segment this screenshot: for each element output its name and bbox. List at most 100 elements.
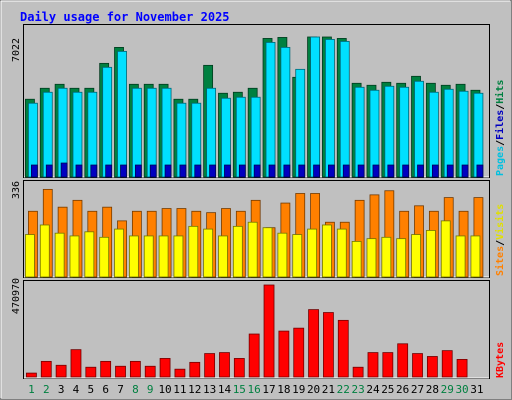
kbytes-kbytes-bar-day-23 — [352, 366, 364, 378]
kbytes-kbytes-bar-day-13 — [204, 353, 216, 378]
hits-pages-files-files-bar-day-19 — [295, 68, 306, 178]
visits-sites-sites-bar-day-24 — [366, 238, 377, 278]
hits-pages-files-pages-bar-day-5 — [90, 164, 98, 178]
hits-pages-files-pages-bar-day-4 — [75, 164, 83, 178]
x-tick-label-day-31: 31 — [470, 383, 483, 396]
visits-sites-sites-bar-day-19 — [292, 234, 303, 278]
x-tick-label-day-9: 9 — [147, 383, 154, 396]
x-tick-label-day-7: 7 — [117, 383, 124, 396]
hits-pages-files-pages-bar-day-28 — [431, 164, 439, 178]
hits-pages-files-files-bar-day-17 — [265, 42, 276, 178]
hits-pages-files-files-bar-day-24 — [369, 89, 380, 178]
visits-legend: Sites/Visits — [494, 204, 506, 276]
visits-sites-sites-bar-day-18 — [277, 232, 288, 278]
legend-hits: Hits — [494, 80, 506, 104]
x-tick-label-day-21: 21 — [322, 383, 335, 396]
hits-pages-files-pages-bar-day-31 — [476, 164, 484, 178]
hits-pages-files-pages-bar-day-6 — [105, 164, 113, 178]
visits-sites-sites-bar-day-8 — [128, 235, 139, 278]
visits-sites-sites-bar-day-26 — [396, 238, 407, 278]
kbytes-kbytes-bar-day-19 — [293, 327, 305, 378]
hits-pages-files-pages-bar-day-2 — [45, 164, 53, 178]
kbytes-kbytes-bar-day-29 — [441, 350, 453, 378]
hits-pages-files-files-bar-day-25 — [384, 85, 395, 178]
kbytes-kbytes-bar-day-21 — [323, 312, 334, 378]
kbytes-kbytes-bar-day-26 — [397, 343, 409, 378]
x-tick-label-day-16: 16 — [248, 383, 261, 396]
x-tick-label-day-10: 10 — [158, 383, 171, 396]
hits-pages-files-files-bar-day-9 — [146, 87, 157, 178]
x-tick-label-day-23: 23 — [352, 383, 365, 396]
visits-sites-sites-bar-day-14 — [218, 235, 228, 278]
hits-pages-files-pages-bar-day-9 — [149, 164, 157, 178]
hits-pages-files-pages-bar-day-13 — [209, 164, 217, 178]
hits-pages-files-files-bar-day-13 — [206, 87, 217, 178]
hits-ymax-label: 7022 — [11, 38, 22, 62]
x-tick-label-day-27: 27 — [411, 383, 424, 396]
visits-sites-sites-bar-day-21 — [322, 224, 332, 278]
hits-pages-files-pages-bar-day-7 — [120, 164, 127, 178]
visits-sites-sites-bar-day-5 — [84, 231, 95, 278]
hits-pages-files-pages-bar-day-29 — [446, 164, 454, 178]
x-tick-label-day-25: 25 — [381, 383, 394, 396]
hits-pages-files-files-bar-day-4 — [72, 91, 83, 178]
visits-sites-sites-bar-day-6 — [99, 236, 110, 278]
x-tick-label-day-2: 2 — [43, 383, 50, 396]
visits-sites-sites-bar-day-7 — [114, 228, 124, 278]
x-tick-label-day-30: 30 — [455, 383, 468, 396]
visits-sites-sites-bar-day-12 — [188, 225, 199, 278]
visits-sites-sites-bar-day-27 — [411, 234, 421, 278]
hits-pages-files-pages-bar-day-10 — [164, 164, 172, 178]
visits-sites-sites-bar-day-11 — [173, 235, 184, 278]
x-tick-label-day-29: 29 — [441, 383, 454, 396]
hits-pages-files-pages-bar-day-23 — [357, 164, 365, 178]
x-tick-label-day-15: 15 — [233, 383, 246, 396]
chart-marks — [25, 36, 484, 378]
kbytes-kbytes-bar-day-30 — [456, 359, 468, 378]
hits-pages-files-pages-bar-day-21 — [328, 164, 335, 178]
visits-sites-sites-bar-day-22 — [336, 228, 347, 278]
hits-pages-files-pages-bar-day-26 — [402, 164, 410, 178]
kbytes-kbytes-bar-day-20 — [308, 309, 319, 378]
kbytes-kbytes-bar-day-16 — [248, 333, 260, 378]
kbytes-kbytes-bar-day-12 — [189, 361, 201, 378]
hits-pages-files-files-bar-day-6 — [102, 66, 113, 178]
hits-pages-files-files-bar-day-8 — [131, 87, 142, 178]
hits-pages-files-pages-bar-day-18 — [283, 164, 291, 178]
legend-files: Files — [494, 110, 506, 140]
legend-kbytes: KBytes — [495, 342, 506, 378]
hits-pages-files-pages-bar-day-14 — [224, 164, 231, 178]
x-tick-label-day-14: 14 — [218, 383, 232, 396]
x-tick-label-day-22: 22 — [337, 383, 350, 396]
visits-sites-sites-bar-day-20 — [307, 228, 317, 278]
hits-pages-files-pages-bar-day-8 — [134, 164, 142, 178]
hits-pages-files-pages-bar-day-11 — [179, 164, 187, 178]
kbytes-kbytes-bar-day-6 — [100, 360, 112, 378]
x-axis-labels: 1 2 3 4 5 6 7 8 9 10 11 12 13 14 15 16 17 18 19 20 21 22 23 24 2… — [28, 383, 483, 396]
x-tick-label-day-17: 17 — [262, 383, 275, 396]
visits-sites-sites-bar-day-2 — [39, 224, 50, 278]
x-tick-label-day-5: 5 — [88, 383, 95, 396]
hits-pages-files-pages-bar-day-17 — [268, 164, 276, 178]
kbytes-kbytes-bar-day-28 — [426, 356, 438, 378]
kbytes-kbytes-bar-day-3 — [55, 364, 67, 378]
hits-pages-files-pages-bar-day-16 — [253, 164, 261, 178]
x-tick-label-day-1: 1 — [28, 383, 35, 396]
legend-sites: Sites — [494, 246, 506, 276]
visits-sites-sites-bar-day-16 — [247, 221, 258, 278]
hits-pages-files-files-bar-day-28 — [428, 91, 439, 178]
legend-pages: Pages — [495, 146, 506, 176]
visits-sites-sites-bar-day-4 — [69, 235, 80, 278]
kbytes-kbytes-bar-day-9 — [144, 365, 156, 378]
kbytes-kbytes-bar-day-22 — [337, 319, 349, 378]
kbytes-kbytes-bar-day-24 — [367, 352, 379, 378]
hits-pages-files-pages-bar-day-30 — [461, 164, 469, 178]
x-tick-label-day-19: 19 — [292, 383, 305, 396]
hits-pages-files-files-bar-day-2 — [42, 91, 53, 178]
hits-pages-files-files-bar-day-27 — [414, 80, 424, 178]
hits-pages-files-pages-bar-day-20 — [313, 164, 320, 178]
kbytes-kbytes-bar-day-2 — [40, 360, 52, 378]
hits-pages-files-pages-bar-day-22 — [342, 164, 350, 178]
hits-pages-files-pages-bar-day-12 — [194, 164, 202, 178]
x-tick-label-day-3: 3 — [58, 383, 65, 396]
